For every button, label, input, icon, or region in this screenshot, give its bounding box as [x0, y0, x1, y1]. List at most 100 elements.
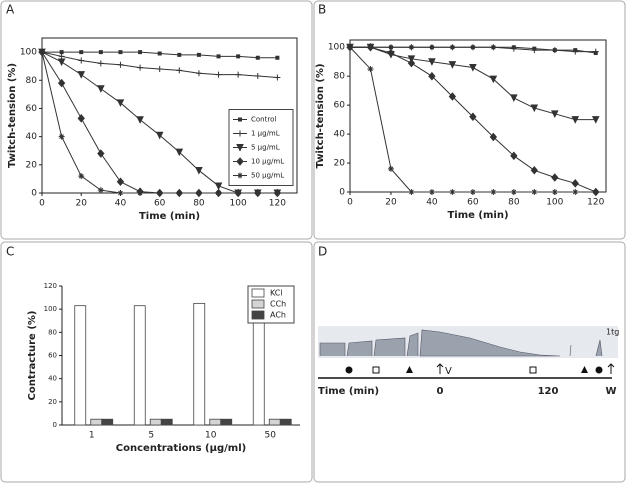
- marker: [592, 48, 599, 55]
- y-tick-label: 80: [26, 76, 38, 86]
- marker: [449, 189, 456, 195]
- y-tick-label: 20: [26, 160, 38, 170]
- marker: [236, 144, 244, 152]
- marker: [530, 104, 539, 113]
- y-tick-label: 20: [48, 398, 57, 406]
- marker: [97, 85, 105, 93]
- marker: [98, 50, 103, 55]
- marker: [490, 189, 497, 195]
- legend-label: 1 μg/mL: [251, 130, 280, 138]
- marker: [195, 166, 203, 175]
- marker: [176, 190, 183, 196]
- y-tick-label: 80: [334, 72, 346, 82]
- marker: [449, 44, 456, 51]
- time-tick: 0: [437, 386, 444, 397]
- x-axis-label: Time (min): [447, 210, 508, 221]
- marker: [428, 58, 436, 66]
- y-tick-label: 40: [334, 130, 346, 140]
- marker: [116, 99, 125, 107]
- marker: [551, 189, 558, 195]
- y-tick-label: 80: [48, 328, 57, 336]
- marker: [448, 61, 457, 69]
- bar: [252, 306, 265, 426]
- marker: [177, 52, 182, 57]
- marker: [367, 65, 374, 72]
- marker: [214, 182, 223, 191]
- marker: [236, 54, 241, 59]
- marker: [138, 50, 143, 55]
- marker: [551, 173, 559, 182]
- panel-frame: [0, 241, 313, 483]
- y-tick-label: 100: [20, 48, 37, 58]
- y-tick-label: 0: [31, 189, 37, 199]
- marker: [408, 44, 415, 51]
- legend-label: 50 μg/mL: [251, 172, 284, 180]
- panel-letter: C: [6, 245, 14, 259]
- panel-letter: D: [318, 245, 327, 259]
- marker: [572, 48, 579, 55]
- marker: [216, 54, 221, 59]
- symbol: [345, 366, 353, 374]
- marker: [39, 49, 45, 56]
- marker: [469, 112, 477, 121]
- x-axis-label: Concentrations (μg/ml): [116, 443, 246, 454]
- marker: [255, 55, 260, 60]
- marker: [236, 157, 244, 166]
- legend-label: ACh: [270, 311, 286, 320]
- marker: [155, 131, 164, 140]
- marker: [551, 47, 558, 54]
- y-tick-label: 0: [339, 188, 345, 198]
- marker: [176, 67, 183, 74]
- marker: [57, 58, 66, 67]
- marker: [77, 71, 86, 79]
- x-tick-label: 60: [154, 199, 166, 209]
- marker: [79, 50, 84, 55]
- x-tick-label: 60: [467, 198, 479, 208]
- y-tick-label: 120: [44, 282, 57, 290]
- x-tick-label: 20: [385, 198, 397, 208]
- x-tick-label: 0: [347, 198, 353, 208]
- marker: [137, 64, 144, 71]
- y-axis-label: Twitch-tension (%): [315, 63, 326, 168]
- y-tick-label: 40: [26, 132, 38, 142]
- x-tick-label: 100: [546, 198, 563, 208]
- panel-frame: [313, 241, 626, 483]
- marker: [116, 177, 125, 186]
- marker: [57, 78, 66, 88]
- y-tick-label: 20: [334, 159, 346, 169]
- bar: [268, 418, 281, 426]
- panel-frame: [0, 0, 313, 240]
- marker: [254, 190, 261, 196]
- marker: [531, 47, 538, 54]
- marker: [366, 42, 375, 52]
- x-tick-label: 10: [205, 431, 217, 441]
- x-tick-label: 100: [230, 199, 247, 209]
- marker: [510, 94, 518, 103]
- marker: [510, 151, 518, 161]
- bar: [160, 418, 173, 426]
- marker: [550, 110, 559, 118]
- arrow: [607, 363, 615, 374]
- marker: [489, 75, 498, 84]
- marker: [408, 189, 415, 195]
- bar: [101, 418, 114, 426]
- legend-label: 5 μg/mL: [251, 144, 280, 152]
- marker: [407, 58, 416, 68]
- marker: [237, 130, 243, 137]
- marker: [407, 55, 416, 63]
- bar: [133, 305, 146, 426]
- marker: [469, 189, 476, 195]
- marker: [58, 53, 65, 60]
- legend-label: 10 μg/mL: [251, 158, 284, 166]
- y-axis-label: Twitch-tension (%): [7, 63, 18, 168]
- marker: [469, 44, 476, 51]
- symbol: [595, 366, 603, 374]
- marker: [235, 71, 242, 78]
- panel-letter: B: [318, 3, 326, 17]
- marker: [254, 73, 261, 80]
- legend-label: KCl: [270, 289, 283, 298]
- legend-label: Control: [251, 116, 276, 124]
- marker: [469, 64, 477, 72]
- marker: [347, 44, 353, 51]
